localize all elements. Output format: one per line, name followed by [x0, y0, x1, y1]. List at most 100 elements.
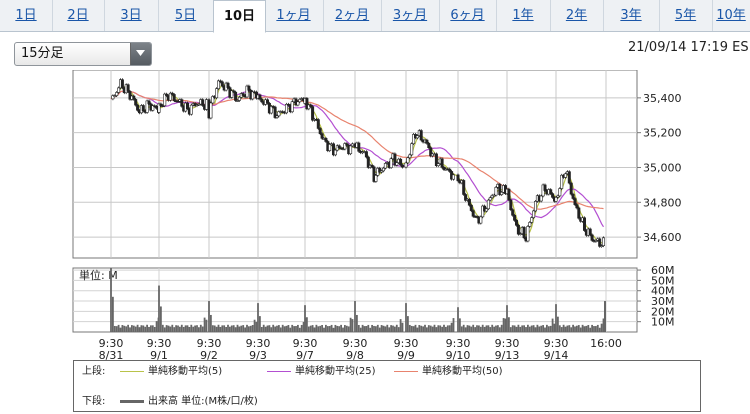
volume-bar	[446, 325, 449, 332]
tab-10[interactable]: 2年	[550, 0, 604, 31]
legend-ma5: 単純移動平均(5)	[120, 365, 222, 379]
candle-body	[492, 194, 496, 197]
candle-body	[159, 103, 163, 106]
volume-bar	[397, 327, 400, 332]
volume-bar	[315, 324, 318, 332]
volume-bar	[138, 327, 141, 332]
candle-body	[590, 234, 594, 241]
volume-bar	[300, 324, 303, 332]
candle-body	[558, 188, 562, 197]
volume-tick-label: 50M	[651, 274, 675, 287]
tab-13[interactable]: 10年	[712, 0, 750, 31]
volume-bar	[538, 326, 541, 332]
volume-bar	[600, 323, 603, 332]
tab-3[interactable]: 5日	[158, 0, 214, 31]
volume-bar	[211, 325, 214, 332]
volume-bar	[390, 325, 392, 332]
tab-9[interactable]: 1年	[496, 0, 551, 31]
candle-body	[350, 143, 354, 147]
volume-bar	[357, 325, 360, 332]
tab-0[interactable]: 1日	[0, 0, 53, 31]
volume-bar	[325, 324, 327, 332]
legend-lower-label: 下段:	[82, 396, 106, 407]
volume-bar	[457, 307, 459, 332]
volume-bar	[485, 325, 488, 332]
volume-bar	[153, 327, 156, 332]
tab-4[interactable]: 10日	[213, 0, 266, 33]
volume-bar	[161, 324, 164, 332]
candle-body	[567, 171, 571, 184]
volume-bar	[472, 324, 475, 332]
x-label-date: 9/7	[296, 349, 314, 360]
candle-body	[357, 142, 361, 152]
candle-body	[324, 138, 328, 142]
candle-body	[265, 99, 269, 104]
volume-bar	[574, 326, 576, 332]
volume-bar	[441, 326, 443, 332]
volume-bar	[345, 325, 348, 332]
price-tick-label: 35,200	[643, 127, 682, 140]
candle-body	[237, 96, 241, 101]
candle-body	[258, 94, 262, 100]
candle-body	[419, 130, 423, 141]
candle-body	[136, 104, 140, 111]
chart-legend: 上段: 単純移動平均(5) 単純移動平均(25) 単純移動平均(50) 下段: …	[73, 360, 701, 412]
volume-tick-label: 40M	[651, 285, 675, 298]
volume-bar	[298, 327, 301, 332]
volume-bar	[525, 327, 527, 332]
candle-body	[113, 95, 117, 97]
tab-1[interactable]: 2日	[52, 0, 105, 31]
x-label-date: 9/13	[495, 349, 520, 360]
candle-body	[549, 189, 553, 194]
volume-bar	[498, 327, 501, 332]
candle-body	[372, 166, 376, 182]
tab-2[interactable]: 3日	[104, 0, 159, 31]
tab-6[interactable]: 2ヶ月	[323, 0, 382, 31]
candle-body	[296, 101, 300, 106]
volume-bar	[205, 319, 208, 332]
volume-bar	[221, 325, 224, 332]
volume-bar	[171, 324, 174, 332]
tab-8[interactable]: 6ヶ月	[439, 0, 497, 31]
tab-5[interactable]: 1ヶ月	[264, 0, 324, 31]
volume-bar	[491, 324, 494, 332]
volume-bar	[371, 324, 373, 332]
volume-bar	[373, 325, 375, 332]
candle-body	[134, 99, 138, 106]
x-label-time: 9:30	[147, 337, 172, 350]
interval-select[interactable]: 15分足	[14, 42, 152, 66]
volume-bar	[144, 326, 147, 332]
candle-body	[273, 106, 277, 118]
volume-bar	[558, 325, 561, 332]
volume-bar	[369, 327, 372, 332]
candle-body	[436, 163, 440, 167]
volume-bar	[340, 324, 342, 332]
volume-bar	[251, 325, 254, 332]
volume-bar	[420, 325, 423, 332]
candle-body	[157, 103, 161, 113]
volume-bar	[332, 327, 335, 332]
tab-11[interactable]: 3年	[603, 0, 660, 31]
volume-bar	[568, 325, 571, 332]
volume-bar	[285, 325, 288, 332]
candle-body	[111, 95, 115, 100]
candle-body	[511, 209, 515, 216]
tab-7[interactable]: 3ヶ月	[381, 0, 440, 31]
candle-body	[518, 233, 522, 235]
volume-bar	[248, 326, 250, 332]
volume-bar	[213, 325, 216, 332]
candle-body	[245, 85, 249, 98]
candle-body	[201, 99, 205, 106]
candle-body	[500, 191, 504, 195]
volume-bar	[489, 327, 492, 332]
x-label-time: 9:30	[99, 337, 124, 350]
volume-bar	[549, 325, 552, 332]
candle-body	[115, 92, 119, 96]
legend-ma50: 単純移動平均(50)	[394, 365, 503, 379]
volume-bar	[167, 325, 170, 332]
candle-body	[464, 194, 468, 201]
volume-bar	[435, 327, 438, 332]
tab-12[interactable]: 5年	[659, 0, 713, 31]
volume-bar	[474, 327, 476, 332]
volume-bar	[223, 325, 226, 332]
